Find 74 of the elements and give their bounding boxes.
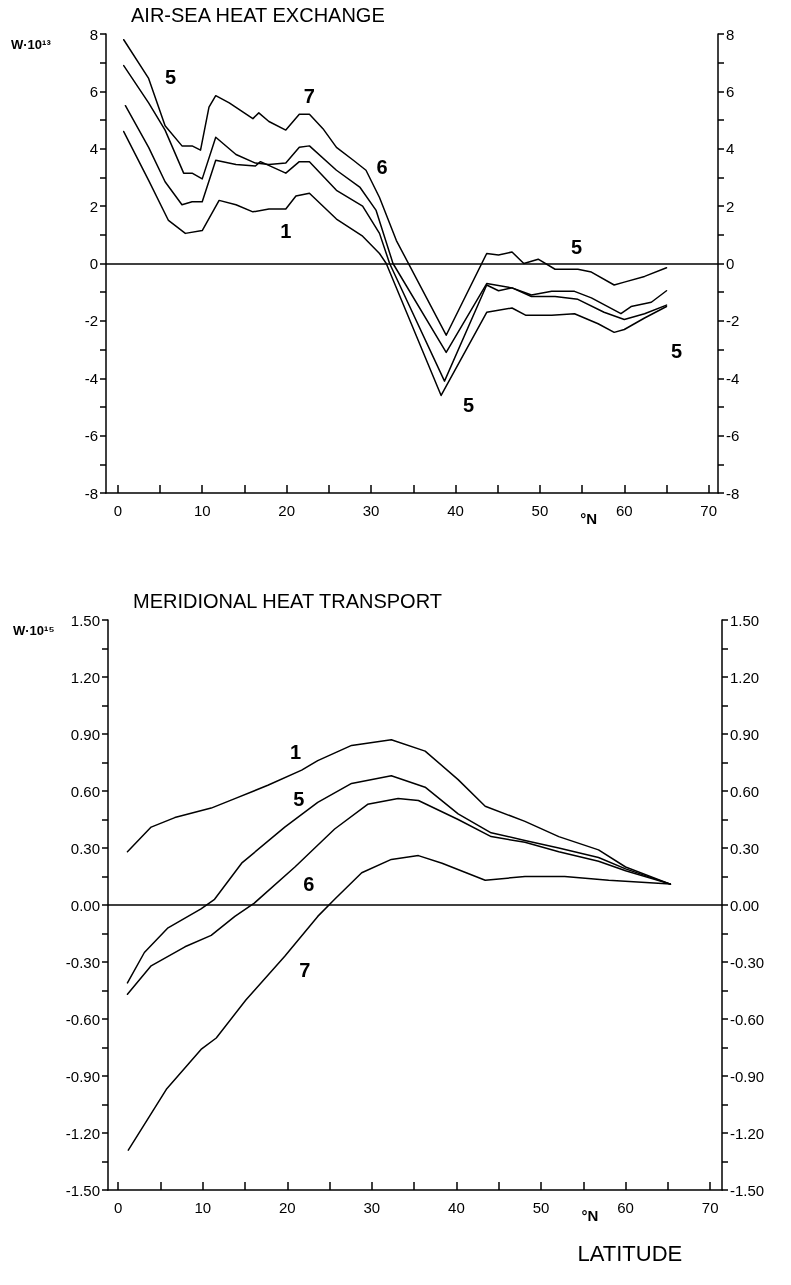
y-tick-label: 0.30 [70,839,100,857]
y2-tick-label: -2 [726,312,740,330]
annotation: 5 [462,394,475,417]
y-tick-label: 4 [89,140,98,158]
y2-tick-label: 0.30 [730,839,760,857]
y-axis-title: W·10¹³ [11,37,52,52]
y2-tick-label: 0 [726,255,735,272]
text: LATITUDE [577,1240,683,1266]
y2-tick-label: -6 [726,427,740,445]
x-tick-label: 40 [447,502,464,519]
x-tick-label: 20 [278,502,295,519]
x-axis-title: °N [581,1207,599,1224]
x-tick-label: 50 [531,502,549,519]
x-tick-label: 0 [113,502,122,519]
x-tick-label: 30 [363,1199,381,1216]
y2-tick-label: 1.20 [730,668,760,686]
y-tick-label: 1.20 [70,668,100,686]
y2-tick-label: -1.50 [730,1181,765,1199]
y2-tick-label: 0.60 [730,782,760,800]
y-tick-label: 2 [89,197,98,215]
annotation: 5 [165,65,177,88]
y-tick-label: -0.30 [65,953,100,971]
y2-tick-label: 6 [726,82,735,100]
y-tick-label: -1.50 [65,1181,100,1199]
x-axis-title: °N [580,510,598,527]
y2-tick-label: -0.90 [730,1067,765,1085]
y-tick-label: 1.50 [70,611,100,629]
y-tick-label: 6 [89,82,98,100]
annotation: 1 [290,741,302,764]
y-tick-label: 0.90 [70,725,100,743]
x-tick-label: 40 [448,1199,465,1216]
chart-title: MERIDIONAL HEAT TRANSPORT [133,590,442,612]
y2-tick-label: -4 [726,369,740,387]
y-tick-label: -8 [84,484,98,502]
y-tick-label: -6 [84,427,98,445]
y-tick-label: -0.60 [65,1010,100,1028]
annotation: 5 [293,788,305,811]
x-tick-label: 50 [532,1199,550,1216]
y2-tick-label: -8 [726,484,740,502]
x-tick-label: 10 [193,502,211,519]
y2-tick-label: 8 [726,25,735,43]
annotation: 5 [570,236,583,259]
x-tick-label: 10 [194,1199,212,1216]
y2-tick-label: 2 [726,197,735,215]
annotation: 5 [670,340,683,363]
x-tick-label: 60 [615,502,633,519]
y2-tick-label: 1.50 [730,611,760,629]
annotation: 7 [303,85,315,108]
annotation: 6 [376,156,388,179]
chart-title: AIR-SEA HEAT EXCHANGE [131,4,385,26]
y-tick-label: 8 [89,25,98,43]
x-tick-label: 70 [701,1199,719,1216]
y-tick-label: 0 [89,255,98,272]
y-tick-label: -4 [84,369,98,387]
x-tick-label: 60 [617,1199,634,1216]
y-tick-label: -1.20 [65,1124,100,1142]
x-tick-label: 20 [278,1199,296,1216]
annotation: 1 [280,219,292,242]
y2-tick-label: -0.60 [730,1010,765,1028]
y2-tick-label: -0.30 [730,953,765,971]
y-tick-label: 0.60 [70,782,100,800]
y2-tick-label: 4 [726,140,735,158]
annotation: 6 [303,873,315,895]
x-tick-label: 70 [700,502,718,519]
y-tick-label: -2 [84,312,98,330]
y-tick-label: -0.90 [65,1067,100,1085]
y-tick-label: 0.00 [70,896,100,914]
y2-tick-label: 0.90 [730,725,760,743]
y2-tick-label: -1.20 [730,1124,765,1142]
y-axis-title: W·10¹⁵ [13,623,55,638]
x-tick-label: 30 [362,502,380,519]
y2-tick-label: 0.00 [730,896,760,914]
annotation: 7 [299,959,311,982]
x-tick-label: 0 [113,1199,123,1216]
